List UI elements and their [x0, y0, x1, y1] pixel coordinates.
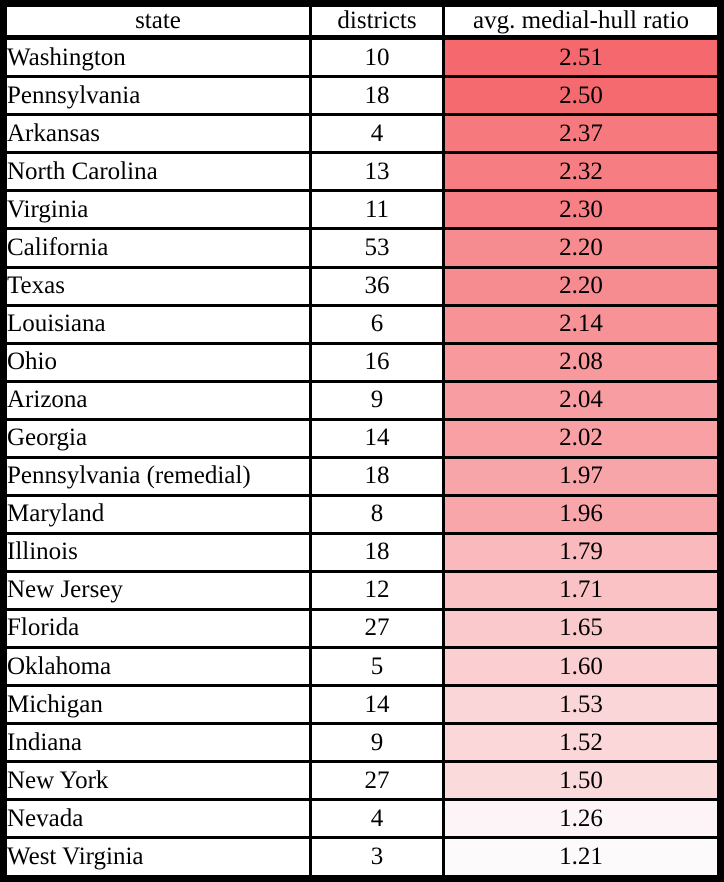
districts-cell: 3 — [309, 836, 445, 880]
table-row: Pennsylvania 18 2.50 — [2, 75, 722, 117]
districts-cell: 36 — [309, 265, 445, 307]
state-cell: Washington — [2, 35, 312, 79]
ratio-heatmap-cell: 1.65 — [442, 607, 722, 649]
col-header-districts: districts — [309, 2, 445, 40]
districts-cell: 9 — [309, 722, 445, 764]
table-row: California 53 2.20 — [2, 227, 722, 269]
districts-cell: 14 — [309, 684, 445, 726]
state-cell: Virginia — [2, 189, 312, 231]
ratio-heatmap-cell: 2.20 — [442, 227, 722, 269]
districts-cell: 5 — [309, 645, 445, 688]
state-cell: Pennsylvania — [2, 75, 312, 117]
table-row: Virginia 11 2.30 — [2, 189, 722, 231]
districts-cell: 8 — [309, 493, 445, 535]
table-row: Maryland 8 1.96 — [2, 493, 722, 535]
state-cell: California — [2, 227, 312, 269]
table-row: New York 27 1.50 — [2, 760, 722, 802]
col-header-state: state — [2, 2, 312, 40]
ratio-heatmap-cell: 2.14 — [442, 303, 722, 345]
ratio-heatmap-cell: 1.53 — [442, 684, 722, 726]
districts-cell: 14 — [309, 417, 445, 459]
ratio-heatmap-cell: 2.37 — [442, 113, 722, 155]
ratio-heatmap-cell: 2.02 — [442, 417, 722, 459]
state-cell: Pennsylvania (remedial) — [2, 455, 312, 497]
state-cell: North Carolina — [2, 151, 312, 193]
ratio-heatmap-cell: 1.60 — [442, 645, 722, 688]
ratio-heatmap-cell: 1.52 — [442, 722, 722, 764]
table-row: Washington 10 2.51 — [2, 35, 722, 79]
table-row: Nevada 4 1.26 — [2, 798, 722, 840]
table-row: Illinois 18 1.79 — [2, 531, 722, 573]
state-cell: Arizona — [2, 379, 312, 421]
districts-cell: 13 — [309, 151, 445, 193]
districts-cell: 18 — [309, 75, 445, 117]
districts-cell: 53 — [309, 227, 445, 269]
state-cell: Ohio — [2, 341, 312, 383]
state-cell: New York — [2, 760, 312, 802]
table-row: Indiana 9 1.52 — [2, 722, 722, 764]
state-cell: New Jersey — [2, 569, 312, 611]
table-row: Oklahoma 5 1.60 — [2, 645, 722, 688]
state-cell: Nevada — [2, 798, 312, 840]
table-row: Ohio 16 2.08 — [2, 341, 722, 383]
state-cell: West Virginia — [2, 836, 312, 880]
ratio-heatmap-cell: 2.30 — [442, 189, 722, 231]
table-row: West Virginia 3 1.21 — [2, 836, 722, 880]
districts-cell: 27 — [309, 607, 445, 649]
ratio-heatmap-cell: 2.50 — [442, 75, 722, 117]
table-row: Texas 36 2.20 — [2, 265, 722, 307]
state-cell: Illinois — [2, 531, 312, 573]
districts-cell: 12 — [309, 569, 445, 611]
state-cell: Maryland — [2, 493, 312, 535]
ratio-heatmap-cell: 1.96 — [442, 493, 722, 535]
state-cell: Arkansas — [2, 113, 312, 155]
ratio-heatmap-cell: 2.08 — [442, 341, 722, 383]
ratio-heatmap-cell: 1.26 — [442, 798, 722, 840]
districts-cell: 10 — [309, 35, 445, 79]
table-row: New Jersey 12 1.71 — [2, 569, 722, 611]
state-cell: Louisiana — [2, 303, 312, 345]
state-cell: Texas — [2, 265, 312, 307]
header-row: state districts avg. medial-hull ratio — [2, 2, 722, 40]
state-cell: Indiana — [2, 722, 312, 764]
state-cell: Oklahoma — [2, 645, 312, 688]
table-row: North Carolina 13 2.32 — [2, 151, 722, 193]
districts-cell: 11 — [309, 189, 445, 231]
districts-cell: 27 — [309, 760, 445, 802]
table-row: Arkansas 4 2.37 — [2, 113, 722, 155]
table-body: Washington 10 2.51 Pennsylvania 18 2.50 Arkans… — [2, 35, 722, 880]
table-row: Georgia 14 2.02 — [2, 417, 722, 459]
districts-cell: 4 — [309, 113, 445, 155]
table-row: Louisiana 6 2.14 — [2, 303, 722, 345]
table-row: Florida 27 1.65 — [2, 607, 722, 649]
ratio-heatmap-cell: 2.32 — [442, 151, 722, 193]
districts-cell: 18 — [309, 455, 445, 497]
ratio-heatmap-cell: 1.97 — [442, 455, 722, 497]
table-row: Pennsylvania (remedial) 18 1.97 — [2, 455, 722, 497]
districts-cell: 9 — [309, 379, 445, 421]
table-row: Arizona 9 2.04 — [2, 379, 722, 421]
table-row: Michigan 14 1.53 — [2, 684, 722, 726]
districts-cell: 16 — [309, 341, 445, 383]
state-cell: Georgia — [2, 417, 312, 459]
state-cell: Florida — [2, 607, 312, 649]
ratio-heatmap-cell: 1.71 — [442, 569, 722, 611]
state-cell: Michigan — [2, 684, 312, 726]
ratio-heatmap-cell: 1.79 — [442, 531, 722, 573]
col-header-ratio: avg. medial-hull ratio — [442, 2, 722, 40]
districts-cell: 4 — [309, 798, 445, 840]
ratio-heatmap-cell: 2.04 — [442, 379, 722, 421]
ratio-heatmap-cell: 2.20 — [442, 265, 722, 307]
ratio-heatmap-cell: 1.21 — [442, 836, 722, 880]
districts-cell: 6 — [309, 303, 445, 345]
districts-cell: 18 — [309, 531, 445, 573]
ratio-heatmap-cell: 2.51 — [442, 35, 722, 79]
ratio-heatmap-cell: 1.50 — [442, 760, 722, 802]
